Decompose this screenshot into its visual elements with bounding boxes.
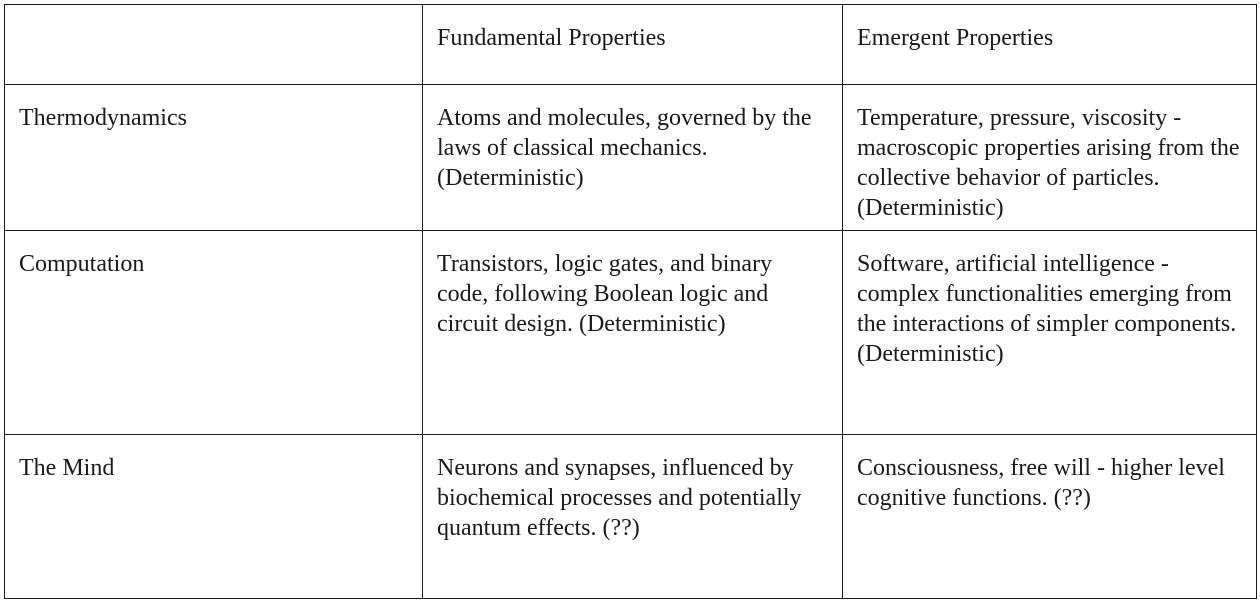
cell-fundamental: Neurons and synapses, influenced by bioc… (422, 434, 843, 599)
cell-fundamental: Transistors, logic gates, and binary cod… (422, 230, 843, 435)
comparison-table: Fundamental Properties Emergent Properti… (4, 4, 1257, 599)
row-label-the-mind: The Mind (4, 434, 423, 599)
table-row: Thermodynamics Atoms and molecules, gove… (4, 84, 1257, 231)
header-row: Fundamental Properties Emergent Properti… (4, 4, 1257, 85)
cell-emergent: Software, artificial intelligence - comp… (842, 230, 1257, 435)
table-row: Computation Transistors, logic gates, an… (4, 230, 1257, 435)
cell-emergent: Temperature, pressure, viscosity - macro… (842, 84, 1257, 231)
header-cell-fundamental: Fundamental Properties (422, 4, 843, 85)
row-label-computation: Computation (4, 230, 423, 435)
cell-fundamental: Atoms and molecules, governed by the law… (422, 84, 843, 231)
row-label-thermodynamics: Thermodynamics (4, 84, 423, 231)
table-row: The Mind Neurons and synapses, influence… (4, 434, 1257, 599)
cell-emergent: Consciousness, free will - higher level … (842, 434, 1257, 599)
header-cell-empty (4, 4, 423, 85)
header-cell-emergent: Emergent Properties (842, 4, 1257, 85)
